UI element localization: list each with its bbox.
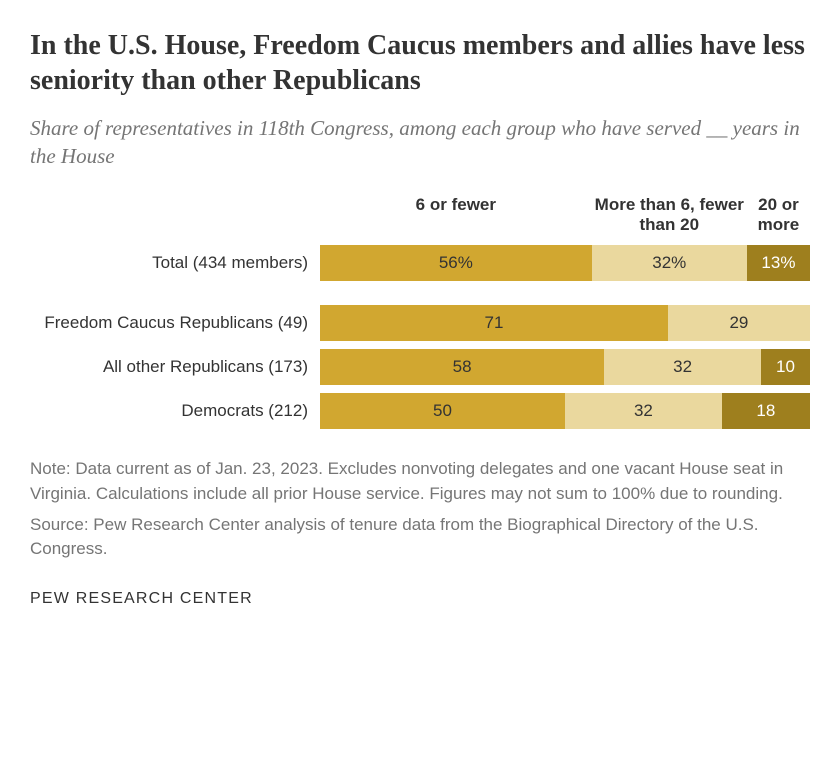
row-label: Freedom Caucus Republicans (49) <box>30 313 320 333</box>
bar-row: Total (434 members)56%32%13% <box>30 245 810 281</box>
header-col-3: 20 or more <box>747 195 810 236</box>
chart-subtitle: Share of representatives in 118th Congre… <box>30 114 810 171</box>
chart-bars: Total (434 members)56%32%13% Freedom Cauc… <box>30 245 810 429</box>
attribution: PEW RESEARCH CENTER <box>30 590 810 608</box>
chart-source: Source: Pew Research Center analysis of … <box>30 513 810 562</box>
bar-segment: 13% <box>747 245 810 281</box>
bar-segment: 50 <box>320 393 565 429</box>
chart-header-row: 6 or fewer More than 6, fewer than 20 20… <box>30 195 810 236</box>
bar-container: 503218 <box>320 393 810 429</box>
header-col-1: 6 or fewer <box>320 195 592 236</box>
chart: 6 or fewer More than 6, fewer than 20 20… <box>30 195 810 430</box>
bar-container: 56%32%13% <box>320 245 810 281</box>
bar-row: Freedom Caucus Republicans (49)7129 <box>30 305 810 341</box>
row-label: Democrats (212) <box>30 401 320 421</box>
bar-segment: 29 <box>668 305 810 341</box>
bar-container: 583210 <box>320 349 810 385</box>
bar-segment: 71 <box>320 305 668 341</box>
chart-note: Note: Data current as of Jan. 23, 2023. … <box>30 457 810 506</box>
bar-row: All other Republicans (173)583210 <box>30 349 810 385</box>
bar-segment: 18 <box>722 393 810 429</box>
bar-row: Democrats (212)503218 <box>30 393 810 429</box>
header-col-2: More than 6, fewer than 20 <box>592 195 747 236</box>
bar-segment: 32% <box>592 245 747 281</box>
bar-segment: 56% <box>320 245 592 281</box>
bar-segment: 32 <box>604 349 761 385</box>
row-label: All other Republicans (173) <box>30 357 320 377</box>
bar-segment: 32 <box>565 393 722 429</box>
bar-segment: 10 <box>761 349 810 385</box>
bar-container: 7129 <box>320 305 810 341</box>
header-labels: 6 or fewer More than 6, fewer than 20 20… <box>320 195 810 236</box>
row-label: Total (434 members) <box>30 253 320 273</box>
chart-title: In the U.S. House, Freedom Caucus member… <box>30 28 810 98</box>
bar-segment: 58 <box>320 349 604 385</box>
